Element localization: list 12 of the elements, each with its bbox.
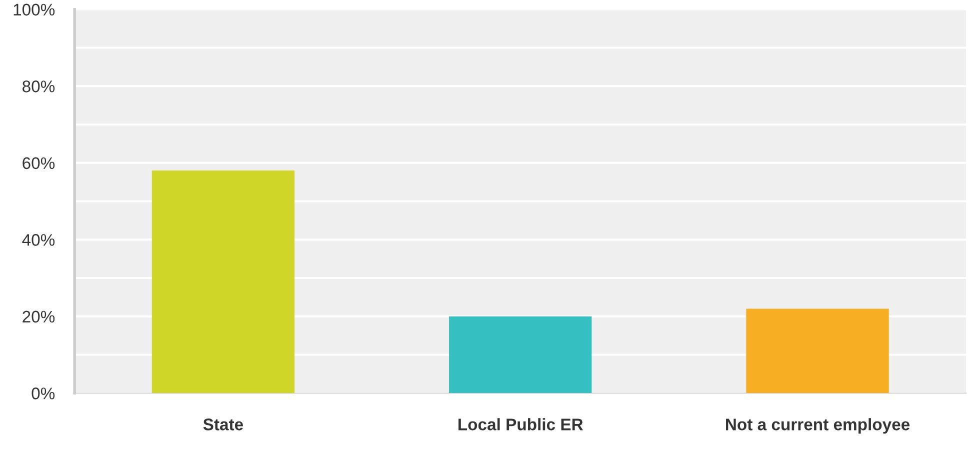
y-tick-label: 100% <box>14 4 55 16</box>
bar <box>746 308 889 394</box>
bar <box>449 316 592 394</box>
y-tick-label: 20% <box>22 310 55 323</box>
y-tick-label: 0% <box>32 388 55 400</box>
x-tick-label: Local Public ER <box>458 418 583 430</box>
y-tick-label: 40% <box>22 234 55 246</box>
bar <box>152 170 295 394</box>
x-tick-label: State <box>203 418 244 430</box>
y-tick-label: 80% <box>22 80 55 92</box>
x-tick-label: Not a current employee <box>726 418 910 434</box>
y-tick-label: 60% <box>22 157 55 170</box>
